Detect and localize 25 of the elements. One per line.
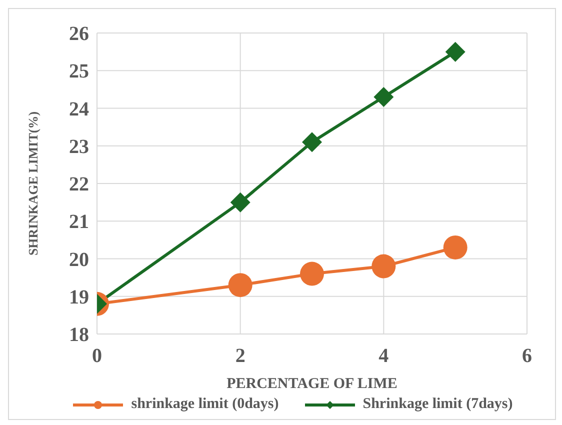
point <box>445 42 466 62</box>
y-tick-label: 18 <box>69 324 89 346</box>
point <box>300 262 324 286</box>
point <box>372 254 396 278</box>
y-tick-label: 26 <box>69 23 89 46</box>
y-tick-label: 23 <box>69 136 89 158</box>
y-tick-label: 19 <box>69 286 89 308</box>
x-tick-label: 0 <box>92 345 102 368</box>
point <box>230 192 250 212</box>
point <box>228 273 252 298</box>
y-tick-label: 25 <box>69 60 89 83</box>
y-axis-title: SHRINKAGE LIMIT(%) <box>26 111 41 256</box>
legend-label: Shrinkage limit (7days) <box>362 396 513 413</box>
y-tick-label: 24 <box>69 98 89 120</box>
x-axis-title: PERCENTAGE OF LIME <box>226 376 398 392</box>
point <box>374 86 394 107</box>
x-tick-label: 6 <box>522 345 532 368</box>
point <box>302 132 322 152</box>
x-tick-label: 2 <box>235 345 246 368</box>
legend-label: shrinkage limit (0days) <box>131 396 279 413</box>
y-tick-label: 20 <box>69 248 89 271</box>
point <box>443 235 468 260</box>
y-tick-label: 22 <box>69 174 89 196</box>
x-tick-label: 4 <box>378 345 389 368</box>
y-tick-label: 21 <box>69 211 89 234</box>
